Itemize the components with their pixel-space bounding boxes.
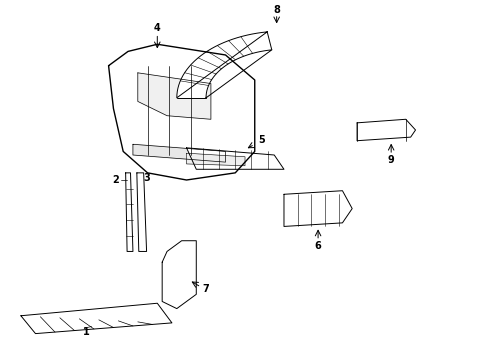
Polygon shape xyxy=(21,303,172,334)
Polygon shape xyxy=(357,119,416,141)
Text: 5: 5 xyxy=(259,135,266,145)
Polygon shape xyxy=(177,32,272,98)
Polygon shape xyxy=(187,148,284,169)
Polygon shape xyxy=(162,241,196,309)
Text: 3: 3 xyxy=(144,173,150,183)
Polygon shape xyxy=(109,44,255,180)
Text: 8: 8 xyxy=(273,5,280,15)
Polygon shape xyxy=(125,173,133,251)
Text: 7: 7 xyxy=(203,284,209,294)
Text: 2: 2 xyxy=(113,175,119,185)
Text: 6: 6 xyxy=(315,241,321,251)
Polygon shape xyxy=(284,191,352,226)
Polygon shape xyxy=(133,144,225,162)
Polygon shape xyxy=(137,173,147,251)
Text: 1: 1 xyxy=(83,327,90,337)
Text: 9: 9 xyxy=(388,156,394,165)
Polygon shape xyxy=(187,153,245,166)
Text: 4: 4 xyxy=(154,23,161,33)
Polygon shape xyxy=(138,73,211,119)
